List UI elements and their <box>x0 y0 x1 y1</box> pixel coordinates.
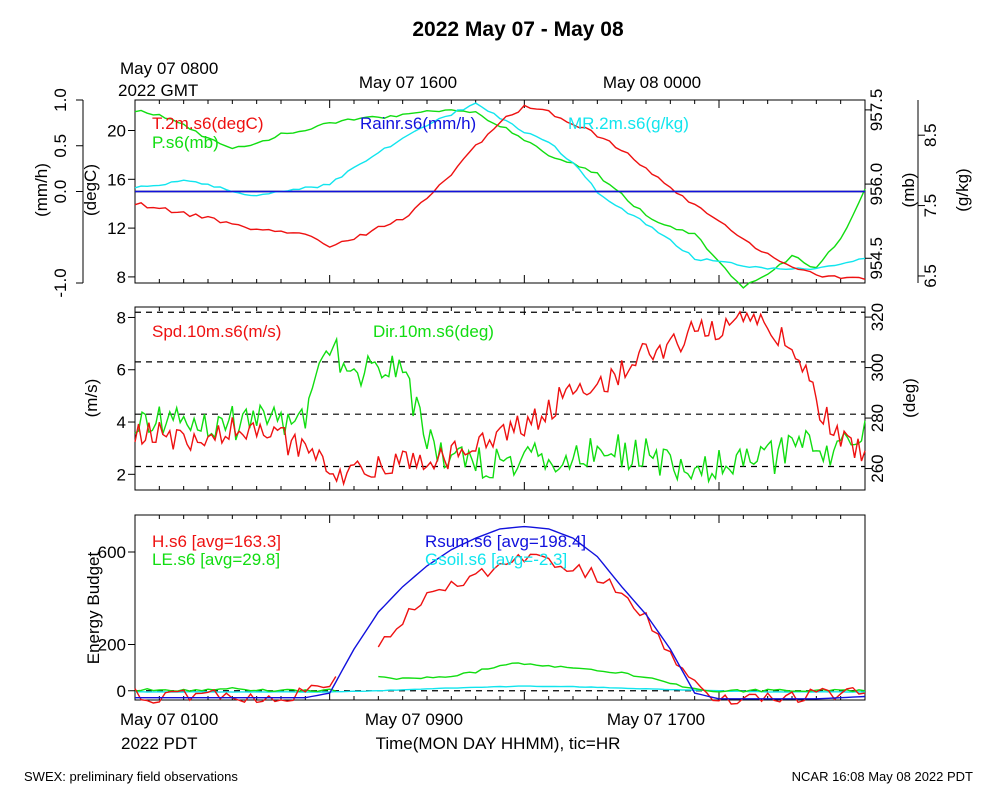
top-time-label-mid: May 07 1600 <box>359 73 457 92</box>
series-line-mr-2m-s6-g-kg- <box>134 102 866 271</box>
axis-label-mixing: (g/kg) <box>953 168 972 211</box>
y-tick-label: 8 <box>117 308 126 327</box>
y-tick-label: 16 <box>107 170 126 189</box>
legend-le: LE.s6 [avg=29.8] <box>152 550 280 569</box>
bottom-time-label-mid: May 07 0900 <box>365 710 463 729</box>
series-line-t-2m-s6-degc- <box>134 104 866 280</box>
series-line-rsum-s6 <box>135 525 866 700</box>
y-tick-label: 12 <box>107 219 126 238</box>
chart-title: 2022 May 07 - May 08 <box>412 18 624 41</box>
axis-label-pressure: (mb) <box>899 173 918 208</box>
series-line-h-s6-seg0 <box>134 676 337 704</box>
y-tick-label: 4 <box>117 413 126 432</box>
middle-panel: 2 4 6 8 260 280 300 320 <box>117 303 887 490</box>
top-time-label-start: May 07 0800 <box>120 59 218 78</box>
footer-right: NCAR 16:08 May 08 2022 PDT <box>792 769 973 784</box>
x-axis-label: Time(MON DAY HHMM), tic=HR <box>376 734 621 753</box>
legend-gsoil: Gsoil.s6 [avg=-2.3] <box>425 550 567 569</box>
y-tick-label: 956.0 <box>867 163 886 206</box>
legend-h: H.s6 [avg=163.3] <box>152 532 281 551</box>
series-line-p-s6-mb- <box>134 109 866 289</box>
bottom-time-label-end: May 07 1700 <box>607 710 705 729</box>
y-tick-label: 6 <box>117 361 126 380</box>
y-tick-label: 300 <box>868 353 887 381</box>
y-tick-label: 280 <box>868 404 887 432</box>
y-tick-label: 2 <box>117 465 126 484</box>
legend-temp: T.2m.s6(degC) <box>152 114 263 133</box>
y-tick-label: 200 <box>98 636 126 655</box>
bottom-time-label-start-sub: 2022 PDT <box>121 734 198 753</box>
y-tick-label: 8.5 <box>921 123 940 147</box>
series-line-h-s6-seg1 <box>377 553 866 705</box>
series-line-le-s6-seg1 <box>378 662 866 693</box>
y-tick-label: 0.0 <box>51 180 70 204</box>
top-time-label-end: May 08 0000 <box>603 73 701 92</box>
y-tick-label: 8 <box>117 268 126 287</box>
y-tick-label: 260 <box>868 454 887 482</box>
top-time-label-start-sub: 2022 GMT <box>118 81 198 100</box>
series-line-spd-10m-s6-m-s- <box>134 310 866 487</box>
axis-label-energy: Energy Budget <box>84 551 103 664</box>
y-tick-label: -1.0 <box>51 268 70 297</box>
y-tick-label: 320 <box>868 303 887 331</box>
series-line-gsoil-s6 <box>134 685 866 693</box>
axis-label-temp: (degC) <box>81 164 100 216</box>
bottom-time-label-start: May 07 0100 <box>120 710 218 729</box>
axis-label-speed: (m/s) <box>82 379 101 418</box>
legend-rsum: Rsum.s6 [avg=198.4] <box>425 532 586 551</box>
y-tick-label: 0 <box>117 682 126 701</box>
footer-left: SWEX: preliminary field observations <box>24 769 238 784</box>
legend-rain: Rainr.s6(mm/h) <box>360 114 476 133</box>
axis-label-rain: (mm/h) <box>32 163 51 217</box>
legend-pressure: P.s6(mb) <box>152 133 219 152</box>
bottom-panel: 0 200 600 <box>98 515 866 705</box>
y-tick-label: 0.5 <box>51 134 70 158</box>
y-tick-label: 20 <box>107 122 126 141</box>
series-line-dir-10m-s6-deg- <box>134 336 866 484</box>
y-tick-label: 6.5 <box>921 264 940 288</box>
legend-speed: Spd.10m.s6(m/s) <box>152 322 281 341</box>
legend-mixing: MR.2m.s6(g/kg) <box>568 114 689 133</box>
legend-direction: Dir.10m.s6(deg) <box>373 322 494 341</box>
y-tick-label: 954.5 <box>867 237 886 280</box>
y-tick-label: 600 <box>98 543 126 562</box>
y-tick-label: 1.0 <box>51 88 70 112</box>
top-panel: -1.0 0.0 0.5 1.0 8 12 16 20 954.5 956.0 957.5 6.5 7.… <box>51 88 940 297</box>
y-tick-label: 7.5 <box>921 194 940 218</box>
y-tick-label: 957.5 <box>867 89 886 132</box>
axis-label-direction: (deg) <box>900 378 919 418</box>
